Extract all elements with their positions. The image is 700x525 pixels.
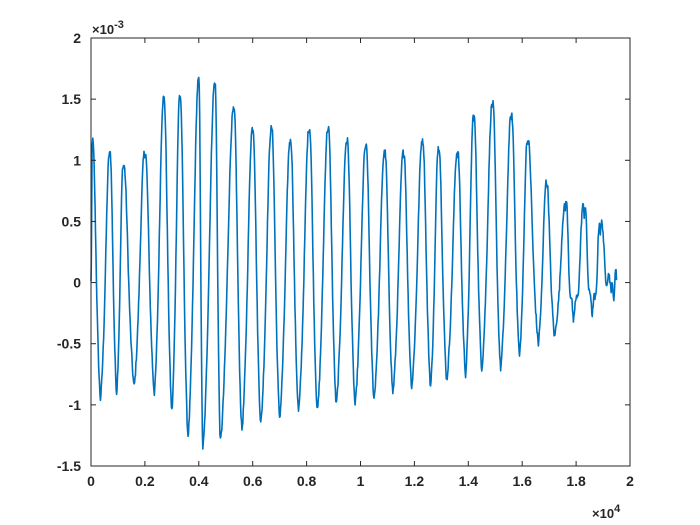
y-exponent-label: ×10-3 [92, 19, 124, 37]
x-exponent-label: ×104 [592, 503, 621, 521]
labels-layer: 0 0.2 0.4 0.6 0.8 1 1.2 1.4 1.6 1.8 2 -1.5 -1 -0.5 0 0.… [57, 19, 634, 521]
y-tick-label: 0 [73, 275, 81, 291]
y-tick-label: 1.5 [62, 91, 82, 107]
y-tick-label: 1 [73, 152, 81, 168]
x-tick-label: 0.8 [297, 473, 317, 489]
y-exponent: -3 [114, 19, 124, 31]
y-tick-label: -1.5 [57, 458, 81, 474]
y-multiplier: ×10 [92, 22, 114, 37]
series-layer [90, 76, 618, 450]
series-line [90, 76, 618, 450]
x-tick-label: 0 [87, 473, 95, 489]
axes-layer [90, 37, 631, 467]
x-tick-label: 2 [626, 473, 634, 489]
y-tick-label: -0.5 [57, 336, 81, 352]
x-tick-label: 1.2 [405, 473, 425, 489]
x-exponent: 4 [614, 503, 621, 515]
x-tick-label: 1 [357, 473, 365, 489]
y-tick-label: 0.5 [62, 213, 82, 229]
x-tick-label: 0.6 [243, 473, 263, 489]
x-multiplier: ×10 [592, 506, 614, 521]
x-tick-label: 0.4 [189, 473, 209, 489]
x-tick-label: 1.6 [512, 473, 532, 489]
x-tick-label: 1.4 [459, 473, 479, 489]
y-tick-label: -1 [69, 397, 82, 413]
y-tick-label: 2 [73, 30, 81, 46]
x-tick-label: 1.8 [566, 473, 586, 489]
x-tick-label: 0.2 [135, 473, 155, 489]
